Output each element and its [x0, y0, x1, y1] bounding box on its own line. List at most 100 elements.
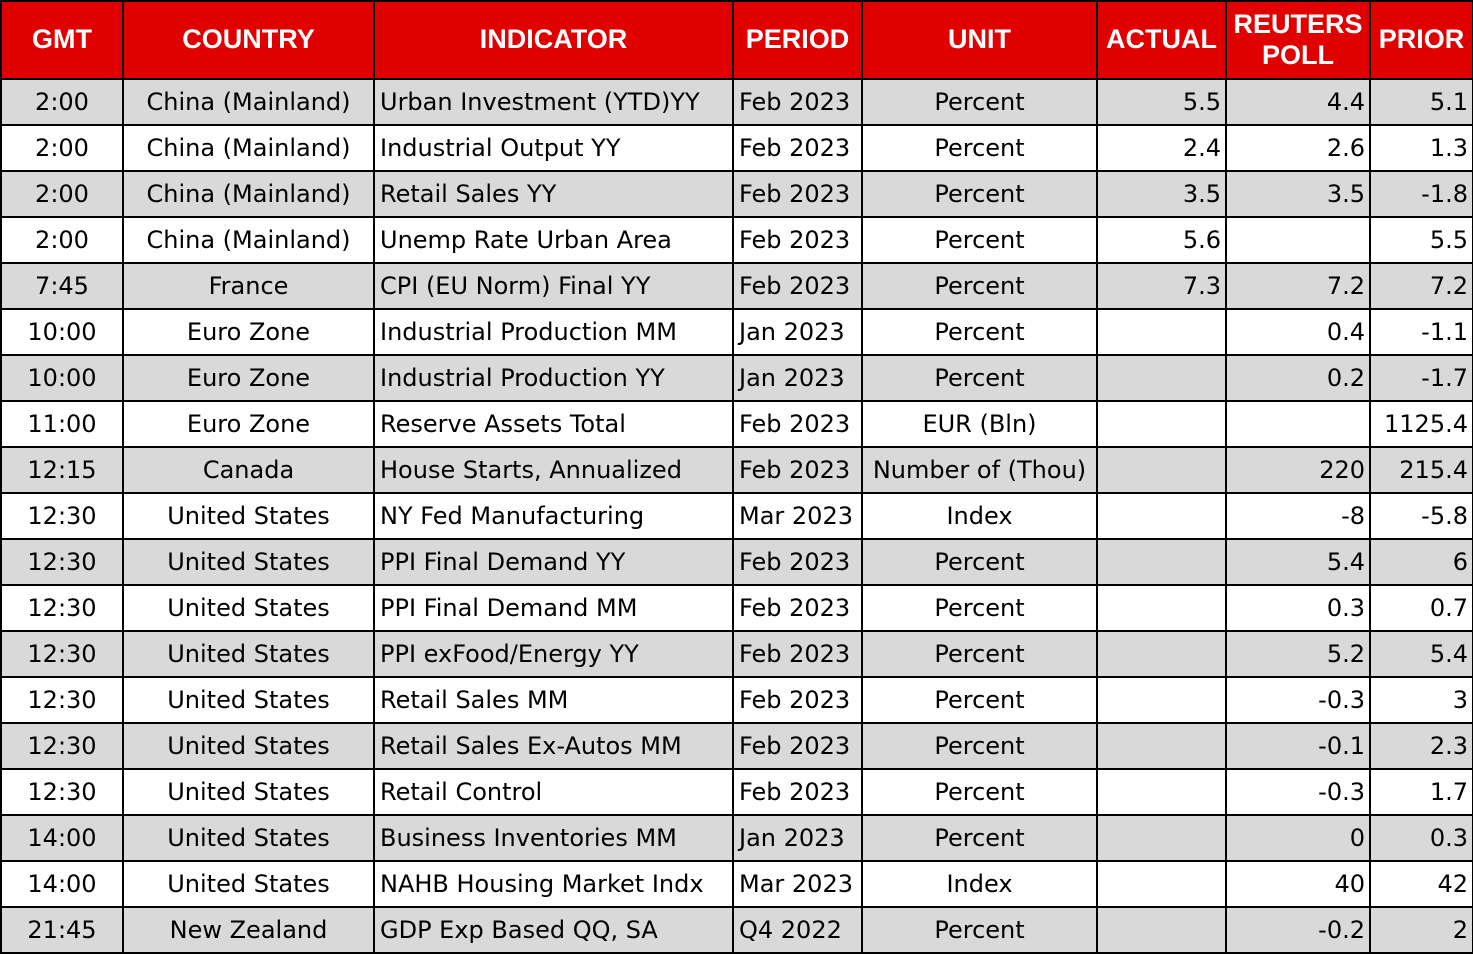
cell-prior: 215.4 [1369, 446, 1473, 494]
cell-indicator: House Starts, Annualized [373, 446, 734, 494]
cell-unit: Percent [861, 676, 1098, 724]
cell-period: Feb 2023 [732, 630, 863, 678]
table-row: 2:00 China (Mainland) Industrial Output YY… [0, 124, 1473, 172]
cell-poll: 5.4 [1225, 538, 1371, 586]
cell-period: Feb 2023 [732, 124, 863, 172]
cell-actual [1096, 906, 1227, 954]
cell-gmt: 12:30 [0, 768, 124, 816]
cell-actual: 3.5 [1096, 170, 1227, 218]
cell-gmt: 12:30 [0, 538, 124, 586]
cell-actual [1096, 860, 1227, 908]
cell-unit: Percent [861, 584, 1098, 632]
cell-period: Mar 2023 [732, 492, 863, 540]
cell-actual [1096, 446, 1227, 494]
header-indicator: INDICATOR [373, 0, 734, 80]
cell-poll: 0.4 [1225, 308, 1371, 356]
cell-indicator: Industrial Production YY [373, 354, 734, 402]
cell-gmt: 14:00 [0, 814, 124, 862]
table-row: 12:30 United States PPI Final Demand YY Feb… [0, 538, 1473, 586]
cell-unit: Percent [861, 170, 1098, 218]
cell-indicator: CPI (EU Norm) Final YY [373, 262, 734, 310]
cell-indicator: Urban Investment (YTD)YY [373, 78, 734, 126]
table-row: 2:00 China (Mainland) Retail Sales YY Feb 2… [0, 170, 1473, 218]
cell-unit: Percent [861, 354, 1098, 402]
cell-actual [1096, 400, 1227, 448]
cell-actual [1096, 354, 1227, 402]
cell-country: United States [122, 584, 375, 632]
cell-prior: 3 [1369, 676, 1473, 724]
cell-actual: 7.3 [1096, 262, 1227, 310]
cell-period: Feb 2023 [732, 78, 863, 126]
header-country: COUNTRY [122, 0, 375, 80]
cell-poll: 2.6 [1225, 124, 1371, 172]
cell-country: United States [122, 860, 375, 908]
cell-unit: Percent [861, 722, 1098, 770]
table-row: 12:30 United States Retail Control Feb 2023… [0, 768, 1473, 816]
cell-gmt: 12:30 [0, 722, 124, 770]
cell-country: China (Mainland) [122, 124, 375, 172]
table-row: 7:45 France CPI (EU Norm) Final YY Feb 2023… [0, 262, 1473, 310]
cell-gmt: 7:45 [0, 262, 124, 310]
cell-gmt: 12:15 [0, 446, 124, 494]
cell-period: Feb 2023 [732, 170, 863, 218]
cell-country: United States [122, 630, 375, 678]
table-row: 2:00 China (Mainland) Urban Investment (YT… [0, 78, 1473, 126]
cell-country: China (Mainland) [122, 170, 375, 218]
table-row: 12:30 United States Retail Sales MM Feb 202… [0, 676, 1473, 724]
cell-country: Canada [122, 446, 375, 494]
cell-country: United States [122, 722, 375, 770]
header-poll-line1: REUTERS [1233, 8, 1363, 39]
cell-actual [1096, 308, 1227, 356]
cell-unit: Percent [861, 538, 1098, 586]
table-body: 2:00 China (Mainland) Urban Investment (YT… [0, 78, 1473, 954]
cell-unit: Percent [861, 216, 1098, 264]
cell-prior: 0.3 [1369, 814, 1473, 862]
cell-period: Jan 2023 [732, 308, 863, 356]
cell-indicator: Industrial Output YY [373, 124, 734, 172]
cell-prior: 2.3 [1369, 722, 1473, 770]
table-row: 12:30 United States NY Fed Manufacturing Ma… [0, 492, 1473, 540]
cell-prior: -1.1 [1369, 308, 1473, 356]
header-period: PERIOD [732, 0, 863, 80]
cell-poll: 3.5 [1225, 170, 1371, 218]
cell-gmt: 11:00 [0, 400, 124, 448]
header-gmt: GMT [0, 0, 124, 80]
cell-indicator: Business Inventories MM [373, 814, 734, 862]
cell-prior: 2 [1369, 906, 1473, 954]
cell-prior: 1125.4 [1369, 400, 1473, 448]
cell-prior: -1.7 [1369, 354, 1473, 402]
cell-poll [1225, 216, 1371, 264]
cell-unit: Percent [861, 308, 1098, 356]
cell-poll: 4.4 [1225, 78, 1371, 126]
cell-indicator: PPI Final Demand YY [373, 538, 734, 586]
table-row: 10:00 Euro Zone Industrial Production MM Ja… [0, 308, 1473, 356]
cell-country: United States [122, 538, 375, 586]
cell-period: Jan 2023 [732, 814, 863, 862]
header-reuters-poll: REUTERS POLL [1225, 0, 1371, 80]
cell-actual: 5.6 [1096, 216, 1227, 264]
cell-country: China (Mainland) [122, 78, 375, 126]
table-row: 14:00 United States Business Inventories M… [0, 814, 1473, 862]
cell-actual [1096, 630, 1227, 678]
cell-actual [1096, 584, 1227, 632]
cell-poll [1225, 400, 1371, 448]
table-row: 14:00 United States NAHB Housing Market In… [0, 860, 1473, 908]
cell-prior: 5.5 [1369, 216, 1473, 264]
cell-unit: Percent [861, 124, 1098, 172]
cell-country: United States [122, 768, 375, 816]
header-prior: PRIOR [1369, 0, 1473, 80]
cell-prior: 0.7 [1369, 584, 1473, 632]
table-row: 12:30 United States PPI exFood/Energy YY Fe… [0, 630, 1473, 678]
table-row: 10:00 Euro Zone Industrial Production YY Ja… [0, 354, 1473, 402]
cell-country: New Zealand [122, 906, 375, 954]
cell-indicator: PPI Final Demand MM [373, 584, 734, 632]
cell-poll: 5.2 [1225, 630, 1371, 678]
cell-poll: -0.3 [1225, 768, 1371, 816]
cell-prior: 7.2 [1369, 262, 1473, 310]
table-row: 12:30 United States Retail Sales Ex-Autos … [0, 722, 1473, 770]
cell-prior: 5.1 [1369, 78, 1473, 126]
table-row: 2:00 China (Mainland) Unemp Rate Urban Are… [0, 216, 1473, 264]
header-actual: ACTUAL [1096, 0, 1227, 80]
cell-unit: EUR (Bln) [861, 400, 1098, 448]
cell-poll: 7.2 [1225, 262, 1371, 310]
